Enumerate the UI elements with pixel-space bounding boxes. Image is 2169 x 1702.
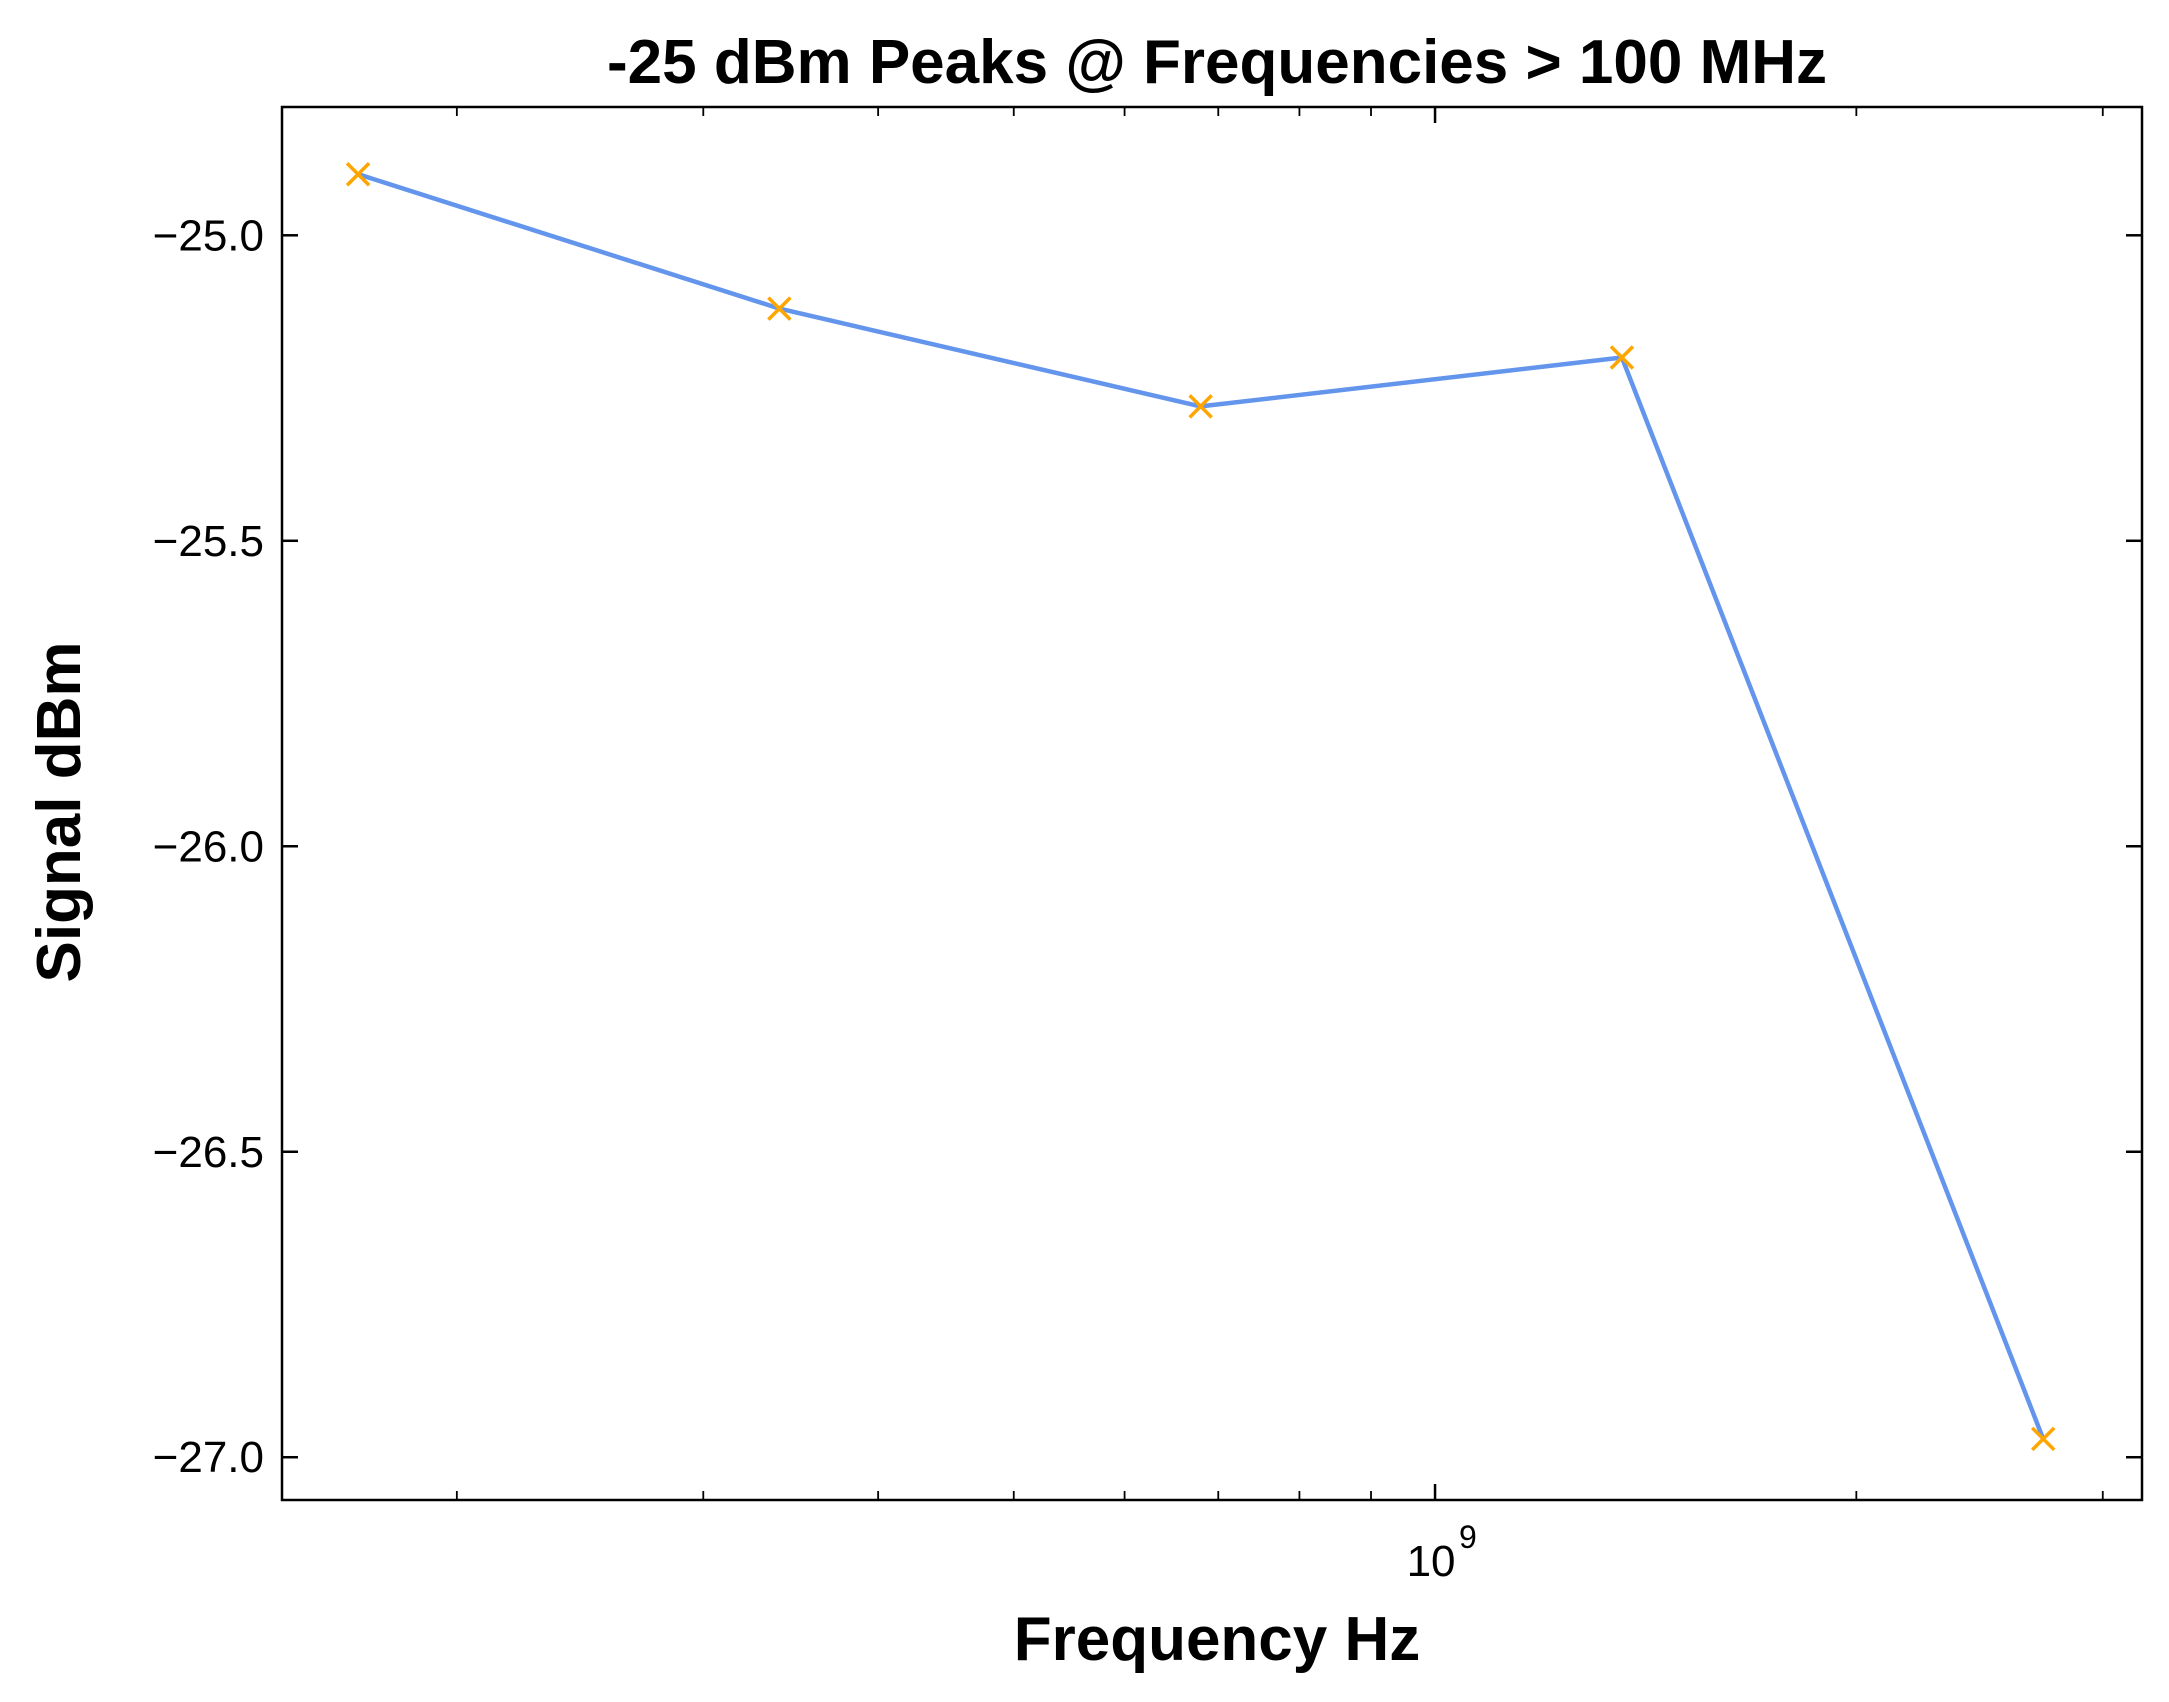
data-point-marker: [345, 161, 371, 187]
y-axis-label: Signal dBm: [25, 641, 94, 982]
plot-frame: [280, 105, 2144, 1502]
data-point-marker: [2030, 1426, 2056, 1452]
data-point-marker: [767, 296, 792, 321]
y-axis-ticks: −25.0 −25.5 −26.0 −26.5 −27.0: [153, 211, 2142, 1482]
x-axis-ticks: 10 9: [455, 107, 2104, 1586]
y-tick-label: −25.0: [153, 211, 264, 260]
x-axis-label: Frequency Hz: [1014, 1605, 1421, 1674]
y-tick-label: −26.0: [153, 822, 264, 871]
y-tick-label: −25.5: [153, 517, 264, 566]
chart-title: -25 dBm Peaks @ Frequencies > 100 MHz: [607, 28, 1827, 97]
x-tick-label-base: 10: [1407, 1537, 1456, 1586]
data-point-marker: [1609, 345, 1635, 370]
y-tick-label: −26.5: [153, 1128, 264, 1177]
plot-area: −25.0 −25.5 −26.0 −26.5 −27.0 10 9: [153, 105, 2144, 1586]
y-tick-label: −27.0: [153, 1433, 264, 1482]
series-layer: [345, 161, 2056, 1452]
series-line: [357, 172, 2046, 1440]
x-tick-label-exponent: 9: [1459, 1519, 1477, 1555]
data-point-marker: [1188, 394, 1213, 419]
